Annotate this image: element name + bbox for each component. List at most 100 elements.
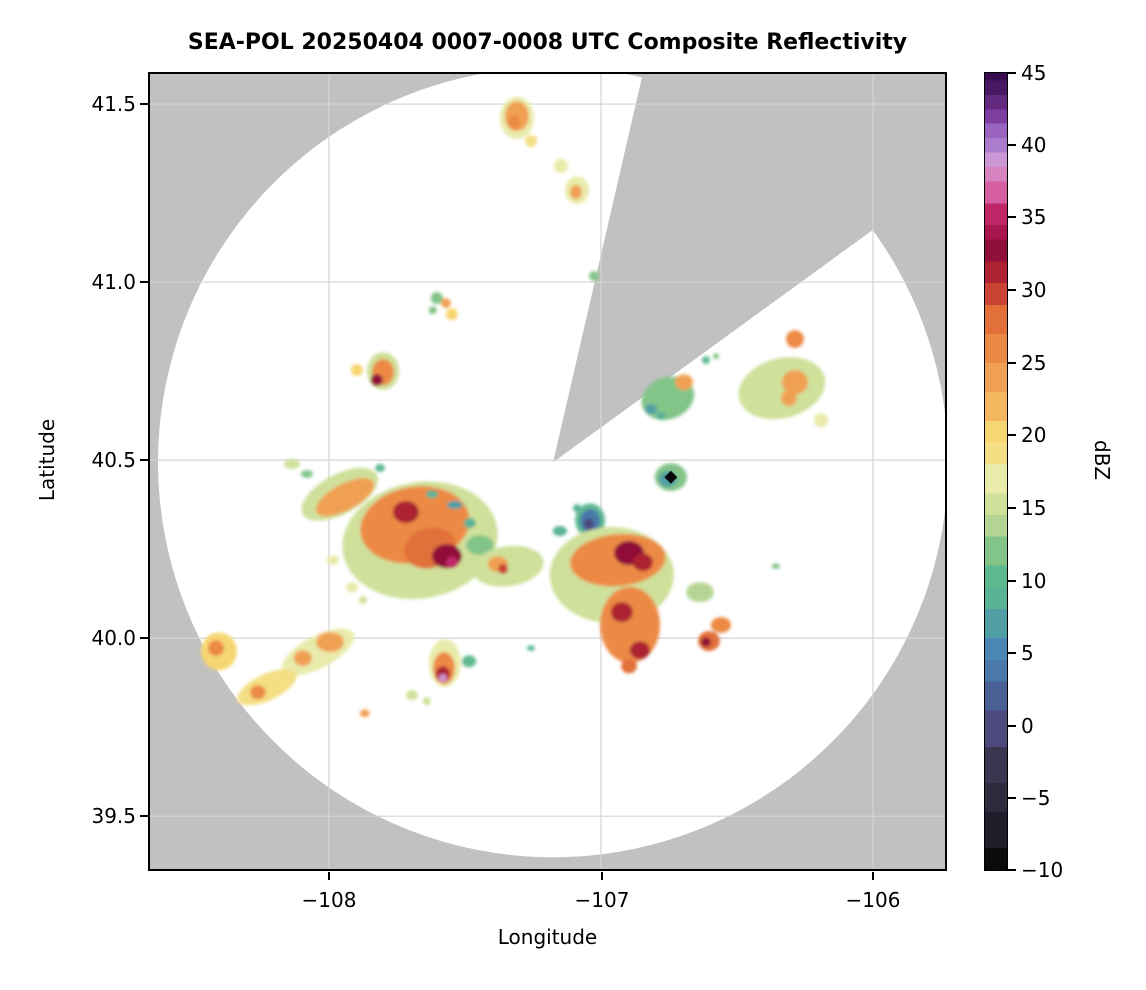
echo-blob <box>701 637 711 648</box>
echo-blob <box>645 404 657 415</box>
y-tickmark <box>140 637 148 639</box>
colorbar-tick-label: 0 <box>1021 714 1034 738</box>
echo-blob <box>445 556 458 569</box>
colorbar-tick-label: −10 <box>1021 858 1064 882</box>
y-tick-label: 40.0 <box>91 626 136 650</box>
colorbar-tickmark <box>1008 507 1016 509</box>
x-tickmark <box>601 872 603 880</box>
echo-blob <box>621 659 637 674</box>
colorbar-tick-label: 10 <box>1021 569 1047 593</box>
echo-blob <box>781 370 808 395</box>
colorbar-tickmark <box>1008 216 1016 218</box>
echo-blob <box>463 518 476 529</box>
echo-blob <box>781 390 797 406</box>
x-tick-label: −108 <box>301 888 357 912</box>
colorbar-tickmark <box>1008 725 1016 727</box>
echo-blob <box>438 674 447 682</box>
echo-blob <box>552 525 567 536</box>
echo-blob <box>461 655 477 668</box>
colorbar-tick-label: 15 <box>1021 496 1047 520</box>
echo-blob <box>208 640 224 656</box>
y-tickmark <box>140 103 148 105</box>
colorbar-tick-label: 25 <box>1021 351 1047 375</box>
y-tickmark <box>140 281 148 283</box>
colorbar-tickmark <box>1008 869 1016 871</box>
x-tickmark <box>328 872 330 880</box>
echo-blob <box>771 563 780 570</box>
echo-blob <box>569 184 582 200</box>
echo-blob <box>710 617 731 633</box>
y-tick-label: 41.0 <box>91 270 136 294</box>
echo-blob <box>466 535 494 556</box>
colorbar-tick-label: 5 <box>1021 641 1034 665</box>
echo-blob <box>686 582 714 603</box>
echo-blob <box>701 356 711 364</box>
echo-blob <box>350 363 363 377</box>
y-axis-label: Latitude <box>35 418 59 502</box>
echo-blob <box>250 685 266 700</box>
echo-blob <box>316 632 344 653</box>
x-tick-label: −107 <box>574 888 630 912</box>
x-axis-label: Longitude <box>497 925 598 949</box>
echo-blob <box>359 709 370 718</box>
colorbar-tickmark <box>1008 434 1016 436</box>
colorbar-tick-label: 45 <box>1021 61 1047 85</box>
echo-blob <box>422 697 431 706</box>
echo-blob <box>525 135 538 148</box>
echo-blob <box>588 271 599 282</box>
echo-blob <box>375 464 385 472</box>
colorbar-tickmark <box>1008 652 1016 654</box>
echo-blob <box>445 308 458 321</box>
echo-blob <box>346 582 359 593</box>
echo-blob <box>426 490 439 499</box>
echo-blob <box>674 374 693 390</box>
echo-blob <box>785 330 804 348</box>
echo-blob <box>498 564 508 575</box>
echo-blob <box>440 298 451 309</box>
colorbar-tick-label: 30 <box>1021 278 1047 302</box>
colorbar-tick-label: 35 <box>1021 205 1047 229</box>
echo-blob <box>713 353 720 359</box>
echo-blob <box>293 650 312 666</box>
colorbar-tickmark <box>1008 362 1016 364</box>
y-tick-label: 41.5 <box>91 92 136 116</box>
echo-blob <box>358 596 367 604</box>
colorbar-tickmark <box>1008 289 1016 291</box>
colorbar-tickmark <box>1008 797 1016 799</box>
echo-blob <box>428 306 437 315</box>
colorbar-tickmark <box>1008 144 1016 146</box>
echo-blob <box>584 518 594 531</box>
echo-blob <box>632 553 653 572</box>
echo-blob <box>572 504 582 513</box>
x-tickmark <box>872 872 874 880</box>
y-tick-label: 40.5 <box>91 448 136 472</box>
y-tick-label: 39.5 <box>91 804 136 828</box>
echo-blob <box>300 470 313 478</box>
echo-blob <box>405 690 418 701</box>
echo-blob <box>472 545 544 587</box>
echo-blob <box>629 641 650 660</box>
echo-blob <box>284 459 300 470</box>
colorbar-tickmark <box>1008 580 1016 582</box>
echo-blob <box>813 413 829 428</box>
grid-lines <box>148 72 947 871</box>
reflectivity-field <box>201 96 829 718</box>
colorbar-tickmark <box>1008 72 1016 74</box>
y-tickmark <box>140 815 148 817</box>
echo-blob <box>611 602 633 623</box>
plot-frame <box>148 72 947 871</box>
plot-title: SEA-POL 20250404 0007-0008 UTC Composite… <box>187 30 908 55</box>
colorbar-tick-label: 20 <box>1021 423 1047 447</box>
echo-blob <box>553 158 569 174</box>
x-tick-label: −106 <box>845 888 901 912</box>
colorbar <box>984 72 1008 871</box>
echo-blob <box>526 645 536 651</box>
colorbar-label: dBZ <box>1090 439 1114 481</box>
echo-blob <box>446 501 463 509</box>
y-tickmark <box>140 459 148 461</box>
echo-blob <box>507 115 520 130</box>
echo-blob <box>370 373 383 387</box>
echo-blob <box>315 478 374 517</box>
echo-blob <box>327 555 339 566</box>
